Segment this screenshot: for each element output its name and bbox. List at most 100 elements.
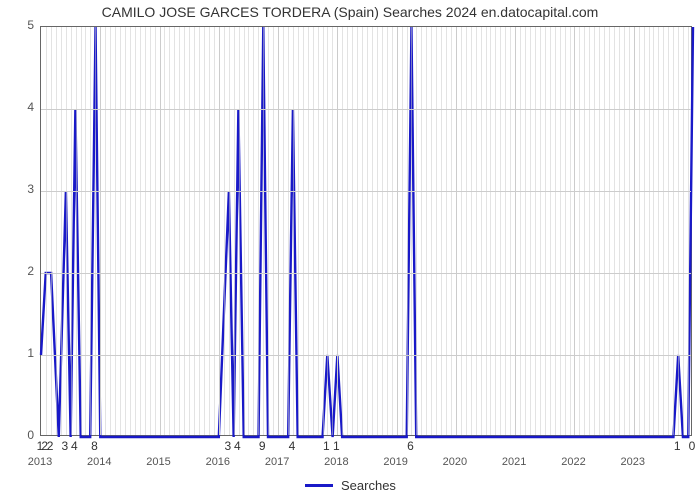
gridline-v-minor: [293, 27, 294, 435]
gridline-v: [634, 27, 635, 435]
gridline-v-minor: [619, 27, 620, 435]
gridline-v-minor: [545, 27, 546, 435]
gridline-v-minor: [110, 27, 111, 435]
gridline-v-minor: [150, 27, 151, 435]
gridline-v-minor: [505, 27, 506, 435]
gridline-v-minor: [520, 27, 521, 435]
gridline-v-minor: [451, 27, 452, 435]
legend-swatch: [305, 484, 333, 487]
gridline-v-minor: [436, 27, 437, 435]
peak-label: 9: [259, 439, 266, 453]
gridline-v-minor: [327, 27, 328, 435]
gridline-v-minor: [352, 27, 353, 435]
gridline-v: [337, 27, 338, 435]
gridline-v-minor: [258, 27, 259, 435]
gridline-v-minor: [678, 27, 679, 435]
gridline-v-minor: [135, 27, 136, 435]
gridline-v-minor: [565, 27, 566, 435]
gridline-v-minor: [248, 27, 249, 435]
gridline-v-minor: [599, 27, 600, 435]
gridline-v-minor: [540, 27, 541, 435]
gridline-v-minor: [234, 27, 235, 435]
y-tick-label: 5: [12, 18, 34, 32]
gridline-v-minor: [263, 27, 264, 435]
gridline-v-minor: [589, 27, 590, 435]
gridline-v-minor: [639, 27, 640, 435]
x-tick-label: 2023: [620, 456, 644, 468]
gridline-v-minor: [179, 27, 180, 435]
gridline-v-minor: [614, 27, 615, 435]
peak-label: 2: [47, 439, 54, 453]
peak-label: 3: [62, 439, 69, 453]
gridline-v-minor: [209, 27, 210, 435]
peak-label: 1: [674, 439, 681, 453]
gridline-v-minor: [145, 27, 146, 435]
x-tick-label: 2022: [561, 456, 585, 468]
gridline-v-minor: [471, 27, 472, 435]
x-tick-label: 2017: [265, 456, 289, 468]
gridline-v-minor: [71, 27, 72, 435]
gridline-v-minor: [288, 27, 289, 435]
gridline-v: [160, 27, 161, 435]
peak-label: 0: [689, 439, 696, 453]
plot-area: [40, 26, 692, 436]
gridline-v-minor: [525, 27, 526, 435]
gridline-v-minor: [604, 27, 605, 435]
gridline-v-minor: [239, 27, 240, 435]
legend: Searches: [305, 478, 396, 493]
y-tick-label: 1: [12, 346, 34, 360]
x-tick-label: 2018: [324, 456, 348, 468]
gridline-v-minor: [95, 27, 96, 435]
gridline-v-minor: [372, 27, 373, 435]
gridline-v-minor: [653, 27, 654, 435]
y-tick-label: 0: [12, 428, 34, 442]
gridline-v-minor: [367, 27, 368, 435]
gridline-v-minor: [184, 27, 185, 435]
gridline-v-minor: [308, 27, 309, 435]
x-tick-label: 2015: [146, 456, 170, 468]
legend-label: Searches: [341, 478, 396, 493]
gridline-v-minor: [683, 27, 684, 435]
gridline-v: [515, 27, 516, 435]
peak-label: 8: [91, 439, 98, 453]
gridline-v-minor: [46, 27, 47, 435]
x-tick-label: 2016: [206, 456, 230, 468]
gridline-v-minor: [392, 27, 393, 435]
gridline-v-minor: [189, 27, 190, 435]
gridline-v: [397, 27, 398, 435]
gridline-v-minor: [51, 27, 52, 435]
gridline-v-minor: [476, 27, 477, 435]
x-tick-label: 2013: [28, 456, 52, 468]
gridline-v-minor: [332, 27, 333, 435]
x-tick-label: 2014: [87, 456, 111, 468]
gridline-v-minor: [224, 27, 225, 435]
gridline-v: [278, 27, 279, 435]
peak-label: 4: [71, 439, 78, 453]
gridline-v-minor: [441, 27, 442, 435]
gridline-v-minor: [579, 27, 580, 435]
gridline-v-minor: [169, 27, 170, 435]
x-tick-label: 2019: [383, 456, 407, 468]
gridline-v-minor: [229, 27, 230, 435]
gridline-v-minor: [342, 27, 343, 435]
gridline-v-minor: [658, 27, 659, 435]
gridline-v-minor: [500, 27, 501, 435]
gridline-v-minor: [535, 27, 536, 435]
gridline-v-minor: [431, 27, 432, 435]
peak-label: 6: [407, 439, 414, 453]
gridline-v-minor: [120, 27, 121, 435]
gridline-v-minor: [362, 27, 363, 435]
gridline-v-minor: [560, 27, 561, 435]
gridline-v-minor: [402, 27, 403, 435]
gridline-v-minor: [495, 27, 496, 435]
gridline-v-minor: [377, 27, 378, 435]
x-tick-label: 2021: [502, 456, 526, 468]
y-tick-label: 4: [12, 100, 34, 114]
gridline-v-minor: [644, 27, 645, 435]
gridline-v-minor: [253, 27, 254, 435]
gridline-v-minor: [125, 27, 126, 435]
gridline-v-minor: [668, 27, 669, 435]
gridline-v-minor: [461, 27, 462, 435]
gridline-v-minor: [323, 27, 324, 435]
gridline-v-minor: [90, 27, 91, 435]
